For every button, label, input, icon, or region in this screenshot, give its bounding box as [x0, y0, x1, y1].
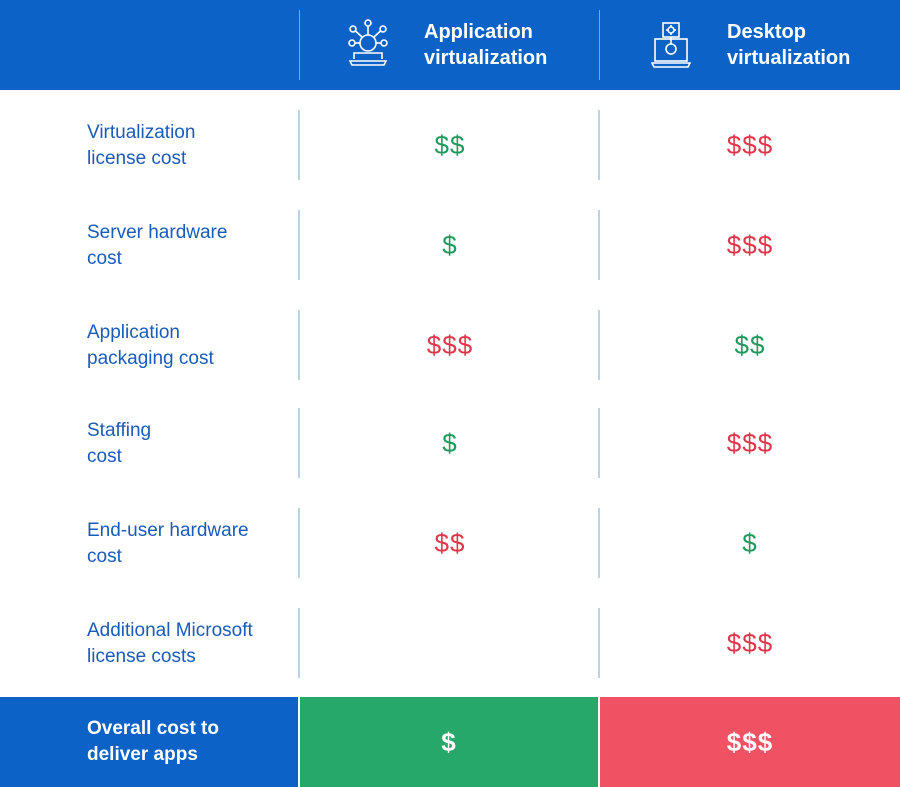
column-divider: [598, 310, 600, 380]
column-divider: [298, 310, 300, 380]
row-label: Virtualization license cost: [87, 122, 196, 169]
app-cost-value: $$: [434, 129, 466, 160]
desktop-cost-value: $$$: [726, 627, 774, 658]
desktop-cost-value: $$$: [726, 129, 774, 160]
header-col-application: Application virtualization: [348, 0, 547, 90]
row-label: Additional Microsoft license costs: [87, 620, 253, 667]
column-divider: [298, 408, 300, 478]
table-row: Staffing cost $ $$$: [0, 408, 900, 478]
table-header: Application virtualization Desktop virtu…: [0, 0, 900, 90]
desktop-cost-value: $$: [734, 329, 766, 360]
table-row: End-user hardware cost $$ $: [0, 508, 900, 578]
header-divider: [599, 10, 600, 80]
desktop-gear-icon: [651, 22, 691, 68]
column-divider: [598, 608, 600, 678]
column-divider: [298, 508, 300, 578]
column-divider: [298, 608, 300, 678]
column-divider: [598, 508, 600, 578]
desktop-cost-value: $: [742, 527, 758, 558]
summary-row: Overall cost to deliver apps $ $$$: [0, 697, 900, 787]
table-row: Virtualization license cost $$ $$$: [0, 110, 900, 180]
app-cost-value: $$$: [426, 329, 474, 360]
table-row: Additional Microsoft license costs $$$: [0, 608, 900, 678]
row-label: Staffing cost: [87, 420, 152, 467]
column-divider: [598, 408, 600, 478]
column-divider: [598, 210, 600, 280]
app-network-icon: [348, 19, 388, 66]
table-row: Application packaging cost $$$ $$: [0, 310, 900, 380]
desktop-cost-value: $$$: [726, 427, 774, 458]
row-label: Application packaging cost: [87, 322, 214, 369]
table-row: Server hardware cost $ $$$: [0, 210, 900, 280]
column-divider: [298, 110, 300, 180]
header-title-desktop: Desktop virtualization: [727, 21, 851, 69]
desktop-cost-value: $$$: [726, 229, 774, 260]
summary-app-cost: $: [300, 697, 598, 787]
header-divider: [299, 10, 300, 80]
app-cost-value: $$: [434, 527, 466, 558]
column-divider: [598, 110, 600, 180]
app-cost-value: $: [442, 427, 458, 458]
row-label: End-user hardware cost: [87, 520, 249, 567]
summary-desktop-cost: $$$: [600, 697, 900, 787]
app-cost-value: $: [442, 229, 458, 260]
header-col-desktop: Desktop virtualization: [651, 0, 850, 90]
column-divider: [298, 210, 300, 280]
row-label: Server hardware cost: [87, 222, 228, 269]
summary-label: Overall cost to deliver apps: [0, 697, 298, 787]
app-cost-value: [300, 608, 600, 678]
header-title-application: Application virtualization: [424, 21, 548, 69]
